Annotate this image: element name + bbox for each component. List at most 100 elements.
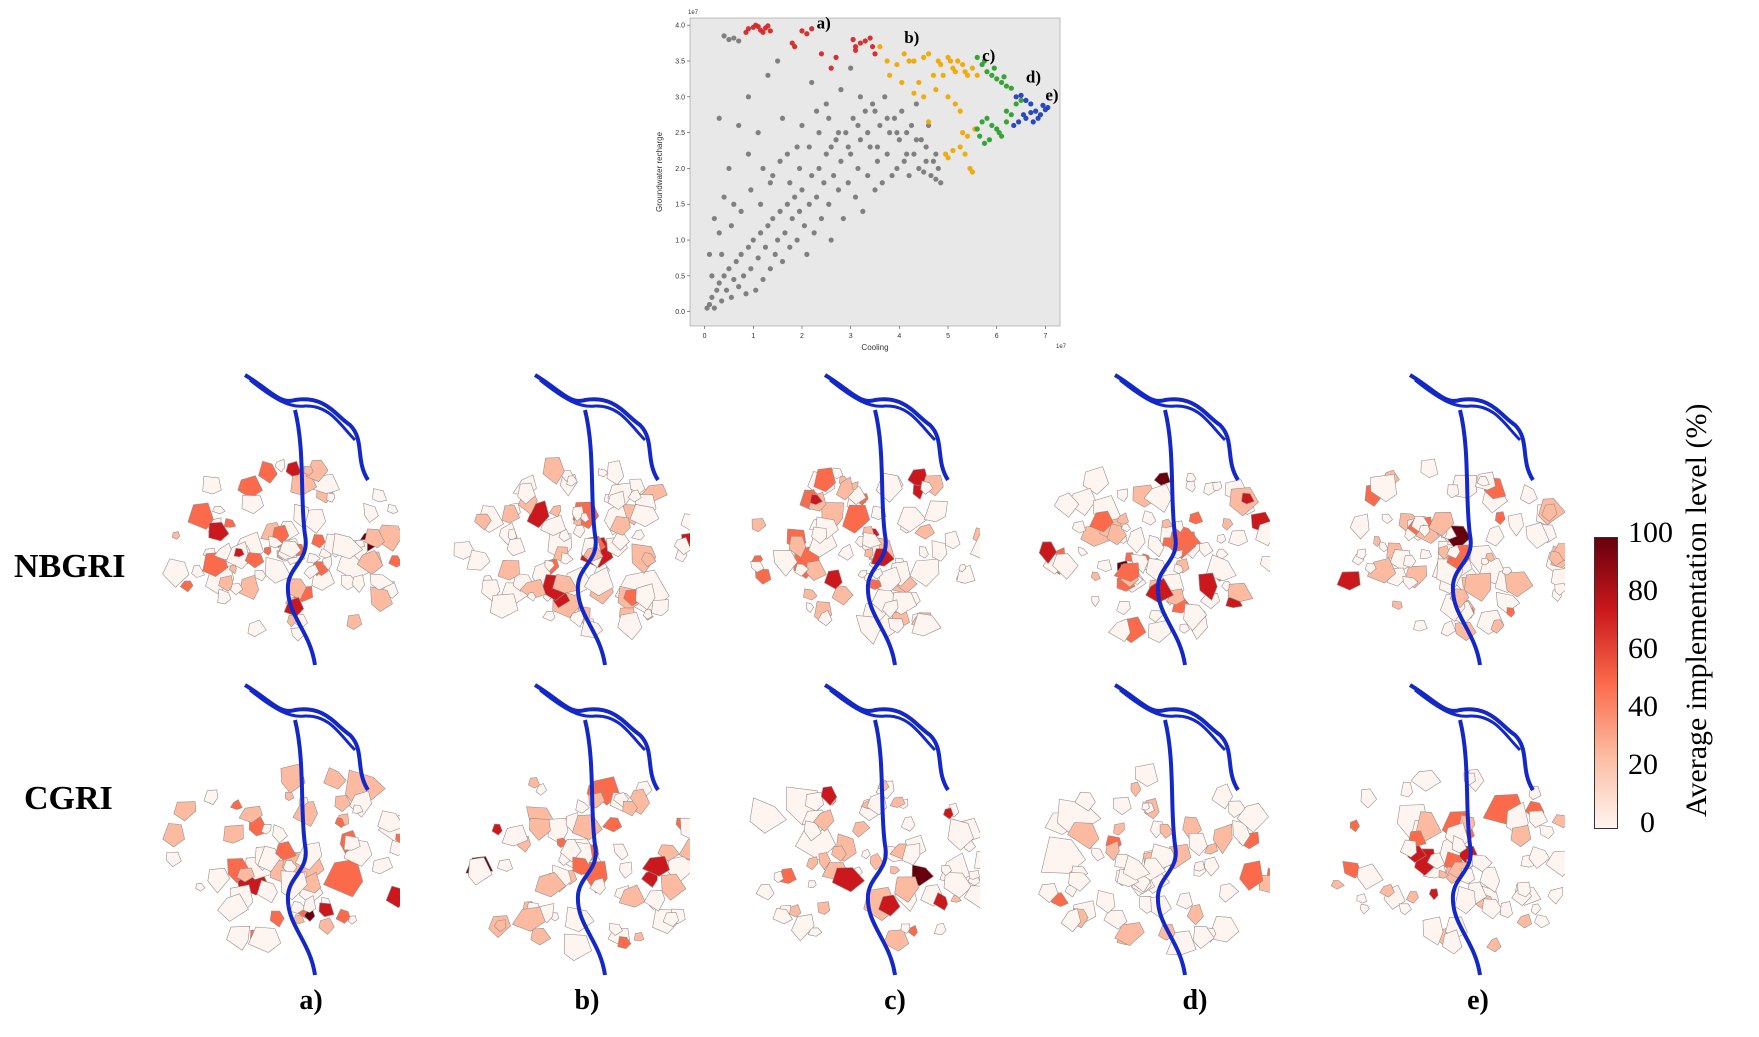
x-tick-label: 3: [849, 333, 853, 340]
district-polygon: [1415, 811, 1442, 842]
scatter-point: [818, 215, 825, 222]
scatter-point: [721, 273, 727, 279]
river-line: [1408, 373, 1535, 666]
district-polygon: [1053, 492, 1080, 518]
district-polygon: [803, 588, 818, 601]
scatter-point: [775, 237, 781, 243]
scatter-point: [1028, 101, 1034, 107]
scatter-point: [894, 61, 900, 68]
district-polygon: [633, 932, 645, 942]
district-polygon: [387, 504, 399, 514]
scatter-point: [923, 158, 929, 164]
district-polygon: [318, 902, 335, 918]
district-polygon: [1539, 824, 1555, 839]
district-polygon: [496, 858, 513, 872]
district-polygon: [641, 855, 670, 877]
district-polygon: [549, 505, 562, 518]
scatter-point: [962, 151, 968, 157]
district-polygon: [1173, 563, 1184, 575]
scatter-point: [845, 144, 851, 150]
scatter-point: [955, 58, 961, 64]
district-polygon: [237, 475, 263, 499]
district-polygon: [831, 845, 847, 862]
district-polygon: [1501, 566, 1513, 576]
district-polygon: [1192, 925, 1215, 950]
district-polygon: [236, 867, 255, 883]
scatter-point: [840, 215, 846, 222]
district-polygon: [489, 593, 519, 619]
colorbar-tick-0: 0: [1640, 806, 1655, 839]
district-polygon: [1108, 618, 1131, 642]
y-axis-label: Groundwater recharge: [655, 131, 664, 212]
scatter-point: [767, 180, 773, 186]
scatter-point: [852, 44, 859, 50]
district-polygon: [467, 857, 493, 886]
scatter-point: [969, 65, 975, 71]
scatter-point: [872, 51, 878, 57]
district-polygon: [643, 890, 666, 912]
scatter-point: [921, 169, 927, 175]
district-polygon: [1089, 510, 1114, 533]
scatter-point: [796, 165, 803, 172]
scatter-point: [882, 94, 888, 100]
district-polygon: [1239, 860, 1264, 891]
scatter-point: [952, 69, 958, 75]
scatter-point: [753, 22, 759, 28]
district-polygon: [1528, 810, 1549, 828]
district-polygon: [584, 566, 614, 597]
district-polygon: [162, 823, 185, 848]
scatter-point: [755, 255, 761, 261]
district-polygon: [1370, 473, 1397, 503]
scatter-point: [731, 201, 737, 207]
district-polygon: [861, 849, 871, 860]
district-polygon: [813, 809, 835, 832]
district-polygon: [540, 514, 567, 536]
map-svg: [453, 373, 704, 666]
scatter-point: [1011, 122, 1017, 129]
scatter-point: [823, 101, 829, 107]
district-polygon: [1534, 914, 1551, 929]
district-polygon: [1212, 481, 1223, 492]
map-svg: [465, 683, 715, 976]
scatter-point: [811, 230, 817, 236]
scatter-point: [738, 208, 744, 214]
scatter-point: [796, 208, 803, 214]
scatter-point: [945, 94, 951, 100]
scatter-point: [716, 115, 722, 121]
scatter-point: [835, 130, 842, 136]
scatter-point: [1035, 115, 1041, 121]
district-polygon: [292, 801, 318, 827]
scatter-point: [960, 61, 966, 68]
scatter-point: [745, 94, 752, 100]
district-polygon: [217, 893, 249, 922]
colorbar-tick-60: 60: [1628, 632, 1658, 665]
district-polygon: [572, 525, 586, 539]
district-polygon: [254, 570, 267, 582]
scatter-point: [779, 115, 786, 121]
district-polygon: [363, 502, 379, 523]
scatter-point: [906, 172, 912, 179]
district-polygon: [900, 816, 916, 832]
scatter-point: [984, 69, 990, 75]
district-polygon: [606, 460, 625, 486]
scatter-point: [726, 36, 732, 43]
scatter-point: [806, 201, 812, 207]
district-polygon: [1349, 513, 1370, 540]
district-polygon: [534, 872, 567, 898]
district-polygon: [560, 552, 574, 565]
y-tick-label: 1.0: [675, 238, 685, 245]
district-polygon: [323, 767, 347, 790]
scatter-point: [818, 51, 825, 57]
scatter-svg: 0 1 2 3 4 5 6 7 0.0 0.5 1.0 1.5 2.0 2.5 3.0 3.5 4.0 1e7 1e…: [655, 10, 1067, 352]
scatter-point: [884, 151, 890, 157]
scatter-point: [765, 23, 771, 29]
district-polygon: [911, 864, 934, 887]
district-polygon: [1525, 522, 1550, 549]
y-tick-label: 3.5: [675, 58, 685, 65]
scatter-point: [862, 38, 868, 44]
scatter-point: [850, 115, 856, 121]
district-polygon: [1074, 791, 1096, 812]
scatter-point: [767, 266, 773, 272]
map-svg: [1336, 373, 1574, 666]
district-polygon: [334, 795, 351, 812]
